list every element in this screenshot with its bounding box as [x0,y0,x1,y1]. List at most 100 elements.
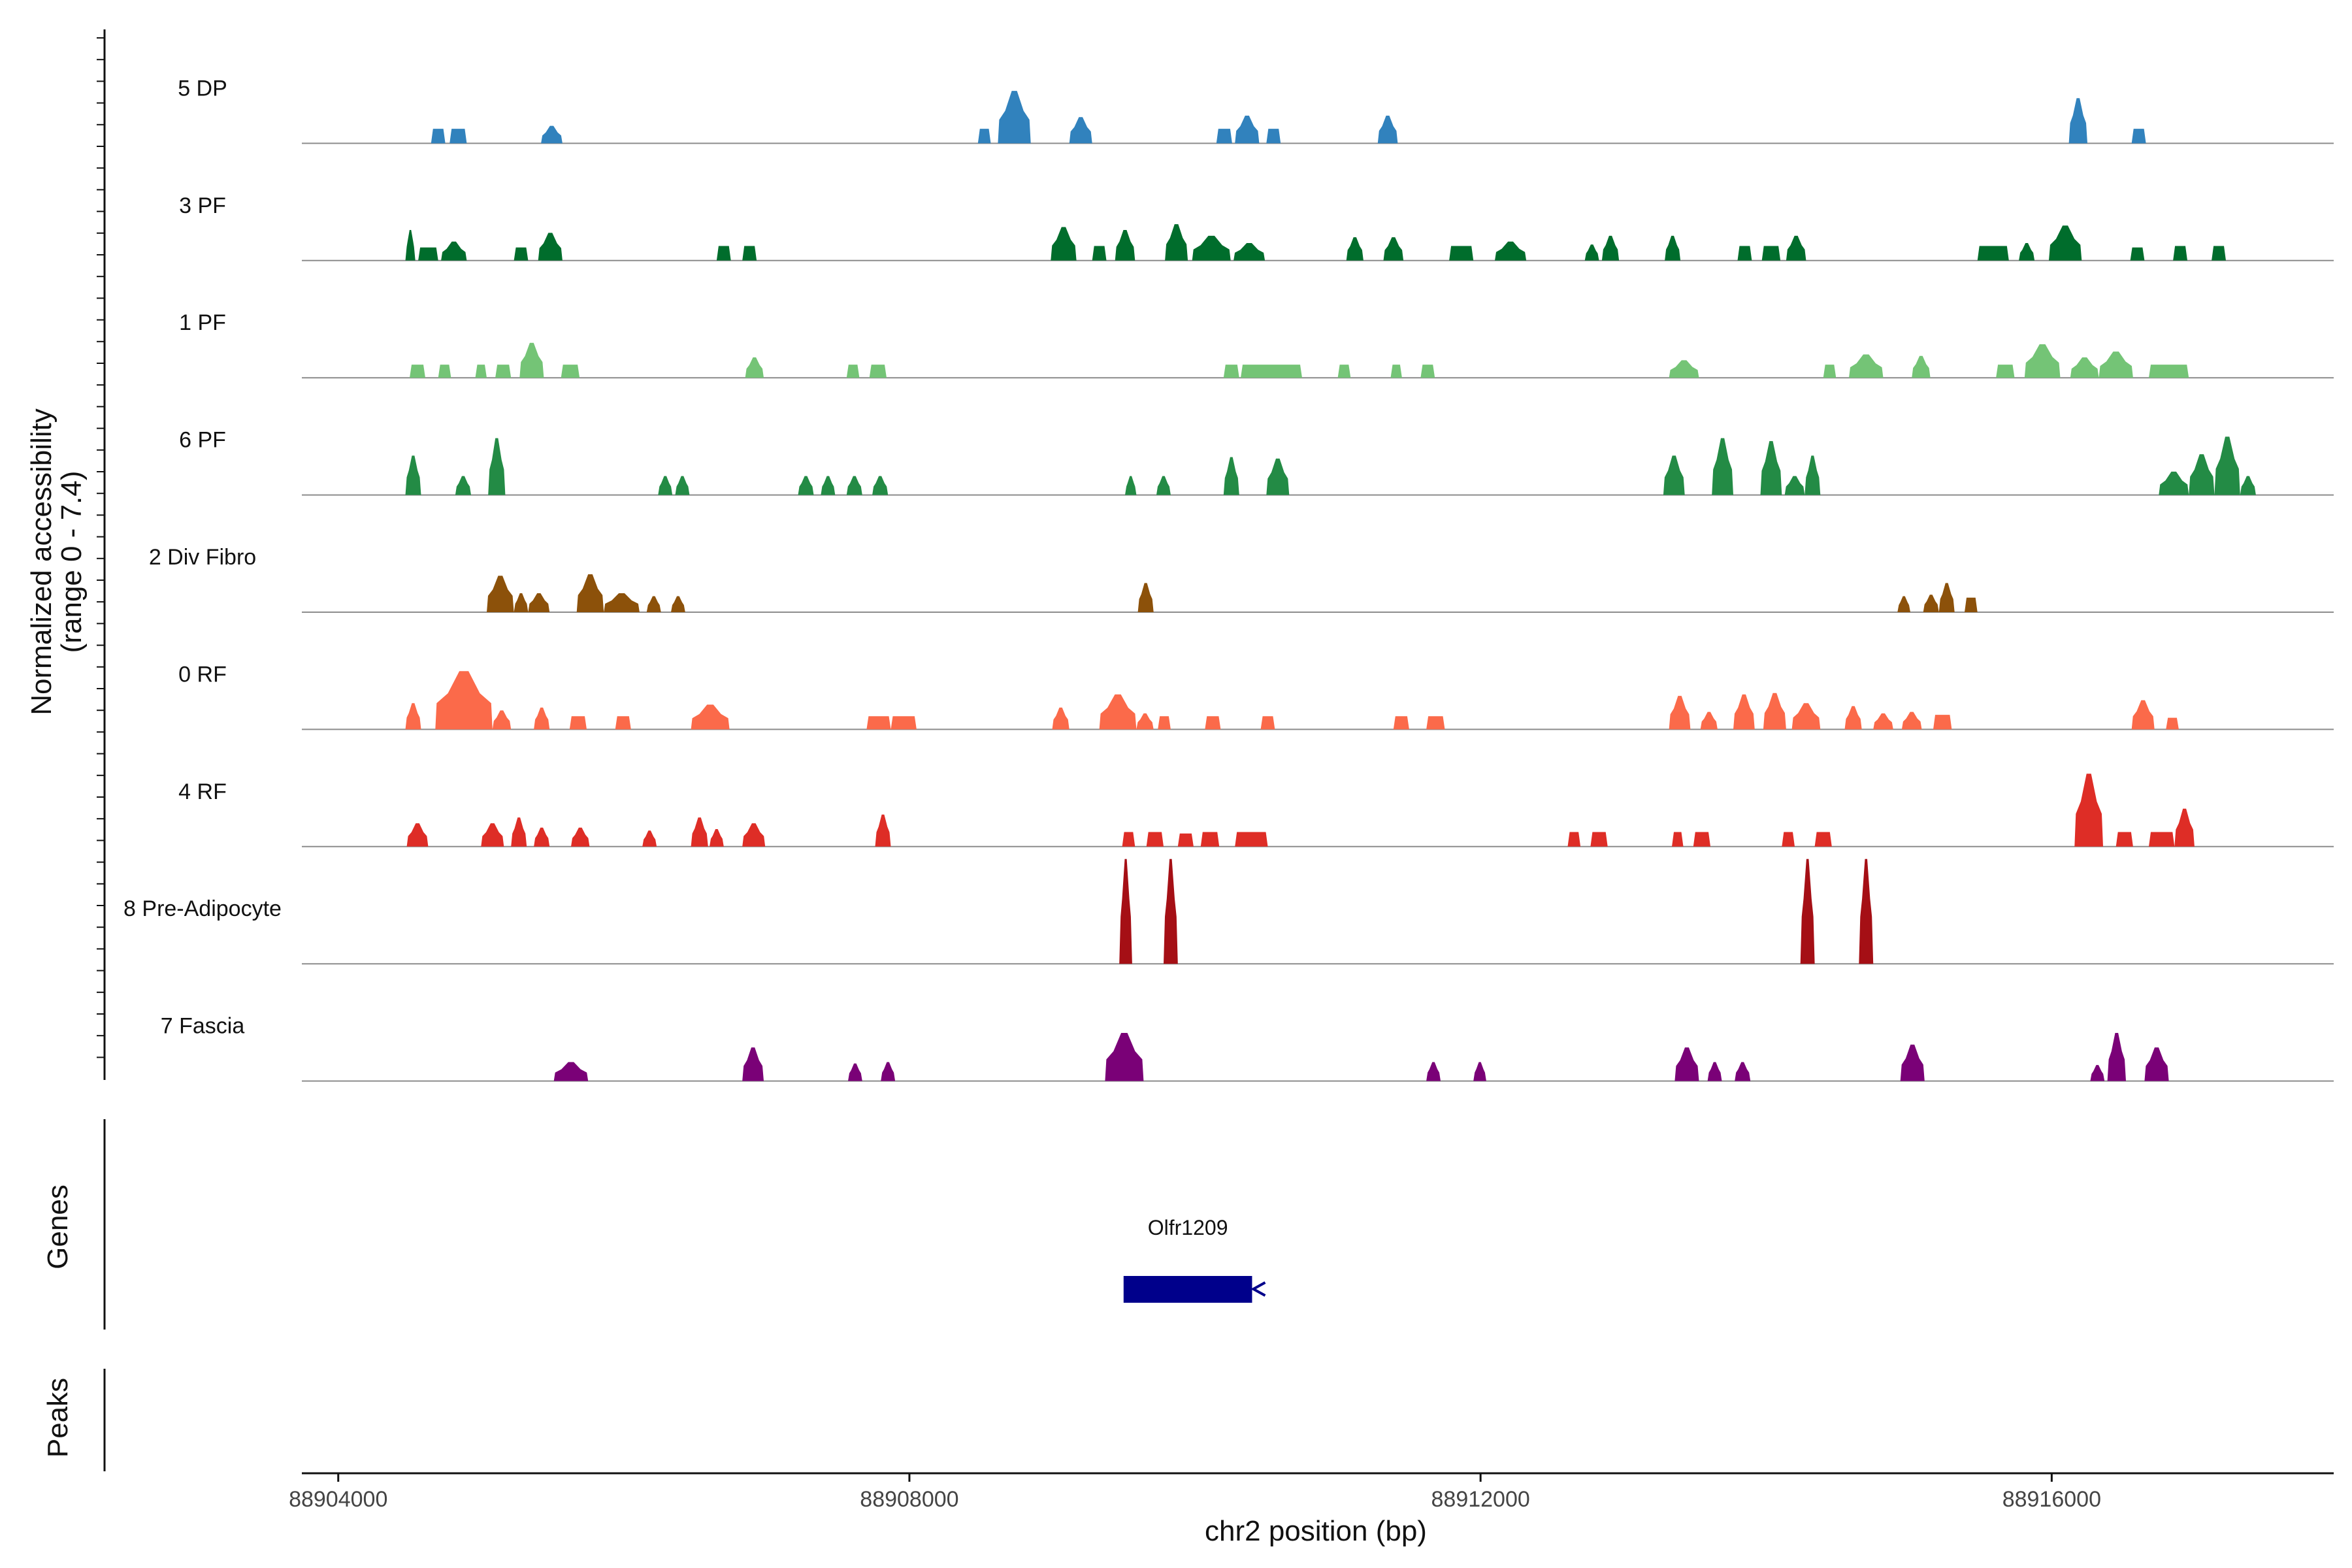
coverage-peak [541,125,563,144]
track-label: 0 RF [178,662,227,687]
x-tick-label: 88916000 [2002,1487,2101,1512]
coverage-peak [2107,1033,2126,1081]
coverage-peak [2090,1065,2105,1081]
coverage-peak [1241,365,1302,378]
y-axis-title-line1: Normalized accessibility [25,408,57,715]
y-axis-title-line2: (range 0 - 7.4) [56,471,88,653]
coverage-peak [1665,235,1681,261]
coverage-peak [1052,708,1070,730]
coverage-peak [2214,436,2240,495]
coverage-peak [1092,246,1107,261]
coverage-peak [1900,1044,1925,1081]
coverage-peak [571,827,590,847]
coverage-peak [716,246,731,261]
coverage-peak [1266,129,1281,144]
coverage-peak [1449,246,1474,261]
coverage-peak [1567,832,1581,847]
coverage-peak [1200,832,1220,847]
coverage-peak [2130,247,2145,261]
peaks-panel-label: Peaks [42,1378,74,1458]
coverage-peak [1337,365,1351,378]
coverage-peak [1823,365,1837,378]
coverage-peak [1996,365,2015,378]
coverage-peak [2149,365,2189,378]
coverage-peak [405,455,421,495]
coverage-peak [1105,1033,1144,1081]
gene-body [1123,1276,1252,1303]
track-label: 4 RF [178,779,227,804]
coverage-peak [1669,696,1691,730]
coverage-peak [1165,224,1188,261]
coverage-peak [1584,244,1599,261]
coverage-peak [1115,230,1135,261]
coverage-peak [1965,597,1978,612]
coverage-peak [1897,596,1910,612]
track-4-rf: 4 RF [178,774,2334,847]
coverage-peak [1590,832,1608,847]
coverage-peak [1266,458,1290,495]
coverage-peak [1760,441,1782,495]
coverage-peak [798,476,814,495]
coverage-peak [438,365,451,378]
track-label: 3 PF [179,193,226,218]
coverage-peak [481,823,504,847]
coverage-peak [615,716,631,730]
coverage-peak [410,365,425,378]
coverage-peak [511,817,527,847]
coverage-peak [2174,808,2195,847]
coverage-peak [2070,357,2099,378]
coverage-peak [1601,235,1620,261]
coverage-peak [441,241,467,261]
coverage-peak [487,576,514,612]
coverage-peak [1784,476,1805,495]
gene-olfr1209: Olfr1209 [1123,1216,1266,1303]
coverage-peak [475,365,487,378]
coverage-peak [742,246,757,261]
coverage-peak [534,827,550,847]
coverage-peak [2212,246,2226,261]
strand-arrow [1250,1281,1266,1297]
coverage-peak [553,1062,589,1081]
coverage-peak [1923,595,1939,612]
coverage-peak [1901,711,1922,730]
track-6-pf: 6 PF [179,428,2334,496]
coverage-peak [492,710,512,730]
track-3-pf: 3 PF [179,193,2334,261]
coverage-peak [890,716,917,730]
coverage-peak [1859,858,1874,964]
coverage-peak [2159,471,2189,495]
coverage-peak [1136,713,1154,730]
coverage-peak [488,438,506,495]
coverage-peak [1786,235,1806,261]
coverage-peak [1733,694,1755,730]
gene-label: Olfr1209 [1148,1216,1228,1239]
track-7-fascia: 7 Fascia [161,1014,2334,1082]
coverage-peak [405,703,421,730]
coverage-peak [1938,583,1955,612]
coverage-peak [1912,355,1931,378]
coverage-peak [675,476,690,495]
coverage-peak [1192,235,1231,261]
coverage-peak [642,830,657,847]
coverage-peak [745,357,764,378]
coverage-peak [846,365,860,378]
track-0-rf: 0 RF [178,662,2334,730]
coverage-peak [1390,365,1402,378]
coverage-peak [2115,832,2133,847]
coverage-peak [519,342,544,378]
coverage-peak [418,247,438,261]
coverage-peak [561,365,580,378]
coverage-peak [455,476,471,495]
coverage-peak [2166,717,2179,730]
coverage-peak [2019,243,2035,261]
x-tick-label: 88912000 [1431,1487,1530,1512]
coverage-peak [1393,716,1409,730]
coverage-peak [1158,716,1171,730]
coverage-peak [691,817,708,847]
coverage-peak [406,823,429,847]
coverage-peak [646,596,661,612]
coverage-peak [1735,1062,1751,1081]
coverage-peak [1672,832,1684,847]
track-label: 2 Div Fibro [149,545,256,570]
